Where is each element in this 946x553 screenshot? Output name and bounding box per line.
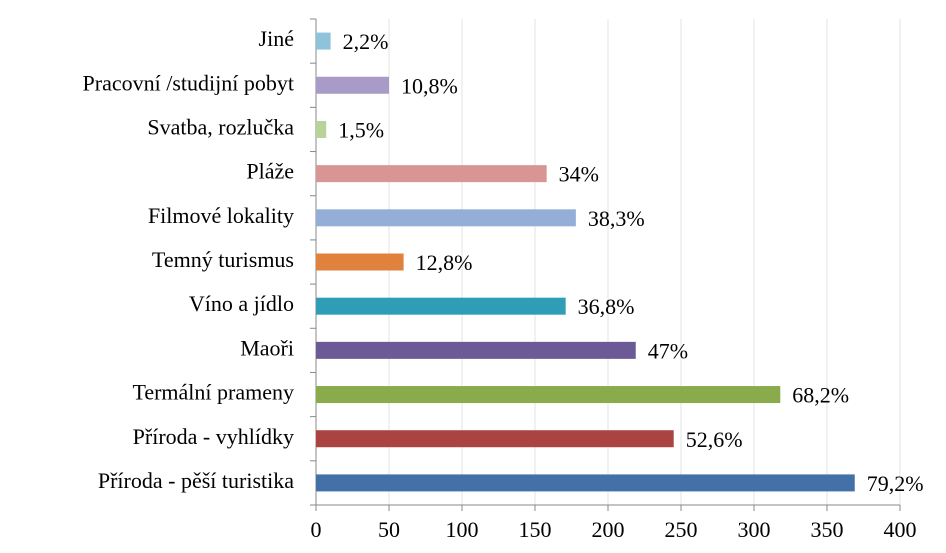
y-tick-label: Víno a jídlo <box>189 291 294 316</box>
x-tick-label: 50 <box>378 517 400 542</box>
bar <box>316 474 855 492</box>
x-tick-label: 150 <box>519 517 552 542</box>
x-tick-label: 250 <box>665 517 698 542</box>
value-label: 34% <box>559 162 599 187</box>
value-label: 2,2% <box>343 29 389 54</box>
value-label: 1,5% <box>338 118 384 143</box>
bar <box>316 386 781 404</box>
y-tick-label: Pláže <box>246 159 294 184</box>
y-tick-label: Pracovní /studijní pobyt <box>83 70 294 95</box>
bar <box>316 253 404 271</box>
y-tick-label: Maoři <box>240 335 294 360</box>
x-tick-label: 400 <box>884 517 917 542</box>
y-tick-label: Svatba, rozlučka <box>147 115 294 140</box>
x-tick-label: 350 <box>811 517 844 542</box>
y-tick-label: Jiné <box>259 26 294 51</box>
value-label: 68,2% <box>792 383 849 408</box>
y-tick-label: Temný turismus <box>152 247 294 272</box>
bar <box>316 165 547 183</box>
x-tick-label: 0 <box>311 517 322 542</box>
value-label: 52,6% <box>686 427 743 452</box>
y-tick-label: Filmové lokality <box>148 203 294 228</box>
y-tick-label: Příroda - pěší turistika <box>98 468 294 493</box>
bar <box>316 209 576 227</box>
bar <box>316 297 566 315</box>
bar <box>316 76 389 94</box>
value-label: 79,2% <box>867 471 924 496</box>
bar <box>316 120 327 138</box>
bar <box>316 341 636 359</box>
value-label: 10,8% <box>401 73 458 98</box>
y-tick-label: Příroda - vyhlídky <box>133 424 294 449</box>
bar <box>316 430 674 448</box>
value-label: 38,3% <box>588 206 645 231</box>
bar <box>316 32 331 50</box>
x-tick-label: 300 <box>738 517 771 542</box>
value-label: 36,8% <box>578 294 635 319</box>
x-tick-label: 200 <box>592 517 625 542</box>
x-tick-label: 100 <box>446 517 479 542</box>
value-label: 12,8% <box>416 250 473 275</box>
y-tick-label: Termální prameny <box>132 380 294 405</box>
value-label: 47% <box>648 338 688 363</box>
